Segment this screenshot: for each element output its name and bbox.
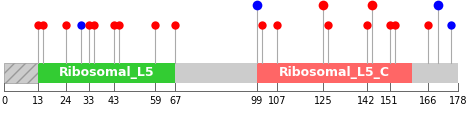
Text: Ribosomal_L5_C: Ribosomal_L5_C [279, 66, 390, 79]
Text: 107: 107 [268, 96, 287, 106]
Text: 178: 178 [449, 96, 468, 106]
Text: 125: 125 [314, 96, 333, 106]
Text: 142: 142 [357, 96, 376, 106]
Text: 99: 99 [251, 96, 263, 106]
Text: 151: 151 [380, 96, 399, 106]
Text: 0: 0 [1, 96, 8, 106]
FancyBboxPatch shape [412, 63, 458, 83]
FancyBboxPatch shape [175, 63, 257, 83]
Text: 43: 43 [108, 96, 120, 106]
FancyBboxPatch shape [38, 63, 175, 83]
FancyBboxPatch shape [4, 63, 38, 83]
Text: 13: 13 [31, 96, 44, 106]
FancyBboxPatch shape [257, 63, 412, 83]
Text: 59: 59 [149, 96, 161, 106]
Text: 67: 67 [169, 96, 182, 106]
Text: 166: 166 [418, 96, 437, 106]
Text: Ribosomal_L5: Ribosomal_L5 [59, 66, 154, 79]
Text: 33: 33 [83, 96, 95, 106]
Text: 24: 24 [60, 96, 72, 106]
